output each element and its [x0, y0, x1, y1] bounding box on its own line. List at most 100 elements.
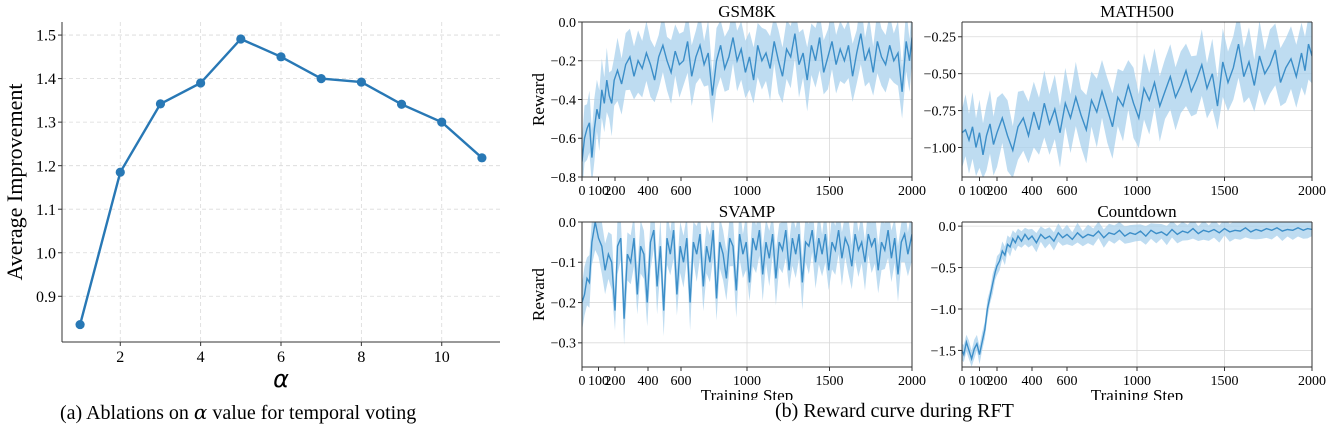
grid [62, 22, 500, 342]
x-tick-label: 0 [579, 374, 586, 389]
y-tick-label: 1.5 [36, 28, 56, 45]
x-tick-label: 2000 [1298, 184, 1326, 199]
y-tick-label: 0.0 [559, 216, 577, 231]
series-line [582, 222, 912, 319]
x-tick-label: 200 [987, 184, 1008, 199]
x-axis-label: Training Step [1091, 386, 1183, 400]
x-tick-label: 100 [969, 184, 990, 199]
confidence-band [582, 22, 912, 177]
y-tick-label: 0.9 [36, 289, 56, 306]
caption-a: (a) Ablations on α value for temporal vo… [60, 400, 416, 425]
y-tick-label: −0.2 [551, 55, 576, 70]
y-tick-label: −0.75 [924, 104, 956, 119]
x-tick-label: 10 [434, 349, 450, 366]
x-tick-label: 100 [588, 374, 609, 389]
data-point [437, 117, 447, 127]
data-point [316, 73, 326, 84]
x-tick-label: 8 [357, 349, 365, 366]
plot-area [75, 34, 487, 330]
x-tick-label: 200 [987, 374, 1008, 389]
x-tick-label: 0 [959, 374, 966, 389]
series-line [962, 43, 1312, 156]
x-tick-label: 600 [671, 184, 692, 199]
data-point [155, 99, 166, 109]
x-tick-label: 0 [579, 184, 586, 199]
x-tick-label: 2000 [898, 184, 926, 199]
plot-area [582, 222, 912, 345]
plot-area [582, 22, 912, 177]
y-tick-label: −0.2 [551, 296, 576, 311]
x-tick-label: 600 [671, 374, 692, 389]
y-axis-label: Reward [529, 268, 548, 321]
x-axis-label: α [273, 365, 289, 393]
figure: 2 4 6 8 10 0.9 1.0 1.1 1.2 1.3 1.4 1.5 α Average Impr… [2, 2, 1326, 400]
chart-title: Countdown [1097, 202, 1177, 221]
y-tick-label: 1.4 [36, 71, 56, 88]
y-tick-label: −0.25 [924, 31, 956, 46]
x-tick-label: 1500 [816, 184, 844, 199]
caption-b: (b) Reward curve during RFT [775, 400, 1014, 422]
caption-a-prefix: (a) Ablations on [60, 402, 194, 424]
x-tick-label: 1000 [1123, 184, 1151, 199]
x-tick-label: 400 [1022, 184, 1043, 199]
y-tick-label: 1.3 [36, 115, 56, 132]
data-point [276, 52, 286, 62]
y-tick-label: −1.5 [931, 344, 956, 359]
y-tick-label: −0.3 [551, 337, 576, 352]
chart-title: SVAMP [719, 202, 775, 221]
y-tick-label: −1.00 [924, 141, 956, 156]
x-tick-label: 100 [588, 184, 609, 199]
confidence-band [582, 222, 912, 345]
plot-area [962, 222, 1312, 367]
plot-area [962, 22, 1312, 177]
y-tick-label: −0.50 [924, 68, 956, 83]
axes: 2 4 6 8 10 0.9 1.0 1.1 1.2 1.3 1.4 1.5 [36, 22, 500, 366]
series-line [582, 33, 912, 162]
x-tick-label: 1500 [1211, 184, 1239, 199]
y-tick-label: 0.0 [559, 16, 577, 31]
x-tick-label: 200 [605, 374, 626, 389]
x-tick-label: 600 [1057, 374, 1078, 389]
chart-title: GSM8K [718, 2, 776, 21]
x-tick-label: 2000 [1298, 374, 1326, 389]
y-tick-label: −0.4 [551, 93, 576, 108]
y-tick-label: −0.5 [931, 261, 956, 276]
y-tick-label: 1.1 [36, 202, 56, 219]
y-tick-label: 0.0 [939, 220, 957, 235]
x-tick-label: 1500 [816, 374, 844, 389]
chart-ablation: 2 4 6 8 10 0.9 1.0 1.1 1.2 1.3 1.4 1.5 α Average Impr… [2, 22, 500, 393]
x-tick-label: 2 [116, 349, 124, 366]
x-tick-label: 1000 [733, 184, 761, 199]
x-tick-label: 400 [638, 374, 659, 389]
data-point [477, 153, 487, 163]
data-point [356, 77, 366, 87]
data-point [396, 99, 407, 109]
y-tick-label: −1.0 [931, 303, 956, 318]
confidence-band [962, 22, 1312, 177]
y-tick-label: 1.2 [36, 158, 56, 175]
y-axis-label: Reward [529, 73, 548, 126]
x-tick-label: 4 [197, 349, 205, 366]
x-axis-label: Training Step [701, 386, 793, 400]
x-tick-label: 600 [1057, 184, 1078, 199]
x-tick-label: 1000 [733, 374, 761, 389]
data-point [196, 78, 206, 88]
x-tick-label: 1500 [1211, 374, 1239, 389]
x-tick-label: 100 [969, 374, 990, 389]
chart-title: MATH500 [1100, 2, 1174, 21]
caption-a-symbol: α [193, 400, 208, 424]
data-point [115, 167, 125, 177]
series-line [962, 226, 1312, 362]
data-point [236, 34, 246, 44]
x-tick-label: 400 [1022, 374, 1043, 389]
y-tick-label: −0.1 [551, 256, 576, 271]
x-tick-label: 2000 [898, 374, 926, 389]
x-tick-label: 6 [277, 349, 285, 366]
y-tick-label: −0.8 [551, 171, 576, 186]
